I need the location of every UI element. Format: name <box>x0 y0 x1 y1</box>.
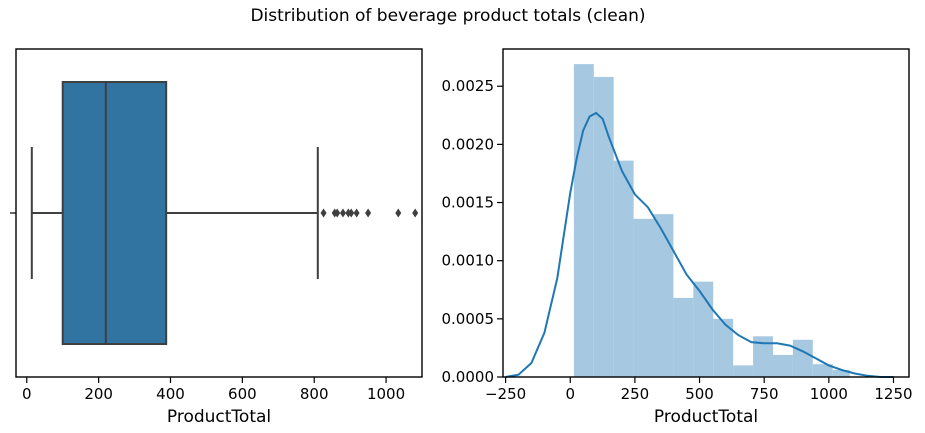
x-tick-label: 0 <box>22 385 32 403</box>
histogram-bar <box>772 354 793 377</box>
x-tick-label: 750 <box>750 385 779 403</box>
outlier-point <box>334 208 341 218</box>
y-tick-label: 0.0005 <box>442 310 495 328</box>
x-tick-label: 1000 <box>367 385 405 403</box>
x-tick-label: −250 <box>485 385 526 403</box>
outlier-point <box>365 208 372 218</box>
x-tick-label: 1250 <box>874 385 912 403</box>
boxplot-x-axis-label: ProductTotal <box>167 407 271 427</box>
histogram-bar <box>573 64 594 377</box>
boxplot-content <box>30 81 419 345</box>
x-tick-label: 800 <box>300 385 329 403</box>
x-tick-label: 600 <box>228 385 257 403</box>
histogram-bar <box>713 318 734 377</box>
y-tick-label: 0.0000 <box>442 368 495 386</box>
y-tick-label: 0.0020 <box>442 135 495 153</box>
x-tick-label: 500 <box>685 385 714 403</box>
boxplot-axes: 0 200 400 600 800 1000 ProductTotal <box>10 48 423 427</box>
figure-title: Distribution of beverage product totals … <box>250 6 645 26</box>
histogram-axes: −250 0 250 500 750 1000 1250 0.0000 0.0005 0.001… <box>442 48 913 427</box>
y-tick-label: 0.0010 <box>442 252 495 270</box>
iqr-box <box>61 81 168 345</box>
outlier-point <box>339 208 346 218</box>
histogram-bar <box>792 339 813 377</box>
outlier-point <box>348 208 355 218</box>
histogram-y-ticks: 0.0000 0.0005 0.0010 0.0015 0.0020 0.0025 <box>442 77 503 386</box>
histogram-bar <box>812 364 833 377</box>
histogram-bar <box>753 336 773 377</box>
x-tick-label: 0 <box>565 385 575 403</box>
histogram-bar <box>832 370 850 377</box>
outlier-point <box>320 208 327 218</box>
x-tick-label: 250 <box>621 385 650 403</box>
outlier-point <box>395 208 402 218</box>
outlier-point <box>353 208 360 218</box>
histogram-bar <box>633 218 654 377</box>
histogram-bar <box>673 297 694 377</box>
histogram-bar <box>613 160 634 377</box>
histogram-bar <box>693 281 714 377</box>
histogram-bar <box>593 76 614 378</box>
histogram-bar <box>653 214 674 377</box>
boxplot-x-ticks: 0 200 400 600 800 1000 <box>22 377 405 403</box>
x-tick-label: 200 <box>84 385 113 403</box>
histogram-bars <box>573 64 850 378</box>
x-tick-label: 1000 <box>810 385 848 403</box>
outlier-point <box>412 208 419 218</box>
y-tick-label: 0.0025 <box>442 77 495 95</box>
histogram-frame <box>502 48 910 378</box>
histogram-x-axis-label: ProductTotal <box>654 407 758 427</box>
histogram-bar <box>733 365 754 377</box>
y-tick-label: 0.0015 <box>442 194 495 212</box>
kde-curve <box>505 111 894 378</box>
x-tick-label: 400 <box>156 385 185 403</box>
histogram-x-ticks: −250 0 250 500 750 1000 1250 <box>485 377 913 403</box>
